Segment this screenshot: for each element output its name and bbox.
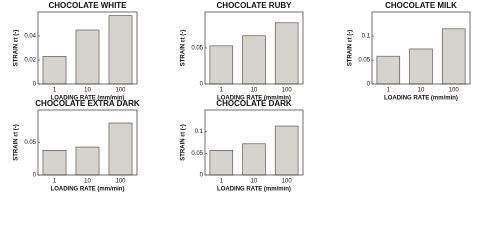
x-axis-label: LOADING RATE (mm/min) <box>51 187 125 193</box>
y-tick-label: 0.05 <box>24 140 36 146</box>
chart-title: CHOCOLATE RUBY <box>217 1 293 10</box>
x-axis-label: LOADING RATE (mm/min) <box>217 187 291 193</box>
x-tick-label: 100 <box>115 179 126 185</box>
bar <box>274 22 299 85</box>
x-tick-label: 1 <box>53 179 57 185</box>
y-tick-label: 0.04 <box>24 34 36 40</box>
plot-frame <box>371 11 471 85</box>
y-tick-label: 0.1 <box>195 129 204 135</box>
plot-frame <box>204 109 304 176</box>
x-tick-label: 100 <box>115 88 126 94</box>
bar <box>209 150 234 176</box>
x-tick-label: 10 <box>84 179 91 185</box>
x-tick-label: 10 <box>251 88 258 94</box>
bar <box>75 146 100 176</box>
chart-title: CHOCOLATE DARK <box>216 99 292 108</box>
bar <box>274 125 299 176</box>
x-tick-label: 1 <box>220 88 224 94</box>
y-tick-label: 0.05 <box>191 151 203 157</box>
bar <box>42 56 67 85</box>
x-tick-label: 100 <box>282 88 293 94</box>
y-tick-label: 0 <box>33 82 37 88</box>
figure: CHOCOLATE WHITE LOADING RATE (mm/min) STRA… <box>14 1 471 193</box>
x-tick-label: 10 <box>418 88 425 94</box>
chart-title: CHOCOLATE EXTRA DARK <box>35 99 140 108</box>
y-axis-label: STRAIN εt (-) <box>14 124 20 161</box>
y-tick-label: 0.02 <box>24 58 36 64</box>
y-axis-label: STRAIN εt (-) <box>348 30 354 67</box>
bar <box>242 35 266 85</box>
chart-title: CHOCOLATE WHITE <box>48 1 127 10</box>
x-tick-label: 1 <box>387 88 391 94</box>
x-tick-label: 1 <box>220 179 224 185</box>
y-tick-label: 0 <box>200 173 204 179</box>
plot-frame <box>37 109 138 176</box>
bar <box>42 150 67 176</box>
x-tick-label: 1 <box>53 88 57 94</box>
y-tick-label: 0.1 <box>362 34 371 40</box>
y-tick-label: 0 <box>33 173 37 179</box>
bar <box>75 29 100 85</box>
chart-title: CHOCOLATE MILK <box>385 1 457 10</box>
y-tick-label: 0 <box>200 82 204 88</box>
plot-frame <box>37 11 138 85</box>
bar <box>409 48 433 85</box>
x-tick-label: 10 <box>251 179 258 185</box>
x-axis-label: LOADING RATE (mm/min) <box>384 96 458 102</box>
y-tick-label: 0.05 <box>191 46 203 52</box>
bar <box>209 45 234 85</box>
y-axis-label: STRAIN εt (-) <box>181 30 187 67</box>
plot-frame <box>204 11 304 85</box>
y-tick-label: 0 <box>367 82 371 88</box>
x-tick-label: 100 <box>282 179 293 185</box>
y-tick-label: 0.05 <box>358 58 370 64</box>
x-tick-label: 100 <box>449 88 460 94</box>
x-tick-label: 10 <box>84 88 91 94</box>
bar <box>376 55 401 85</box>
bar <box>108 122 133 176</box>
bar <box>108 15 133 85</box>
bar <box>242 143 266 176</box>
bar <box>441 28 466 85</box>
x-axis-label: LOADING RATE (mm/min) <box>217 96 291 102</box>
x-axis-label: LOADING RATE (mm/min) <box>51 96 125 102</box>
y-axis-label: STRAIN εt (-) <box>181 124 187 161</box>
y-axis-label: STRAIN εt (-) <box>14 30 20 67</box>
